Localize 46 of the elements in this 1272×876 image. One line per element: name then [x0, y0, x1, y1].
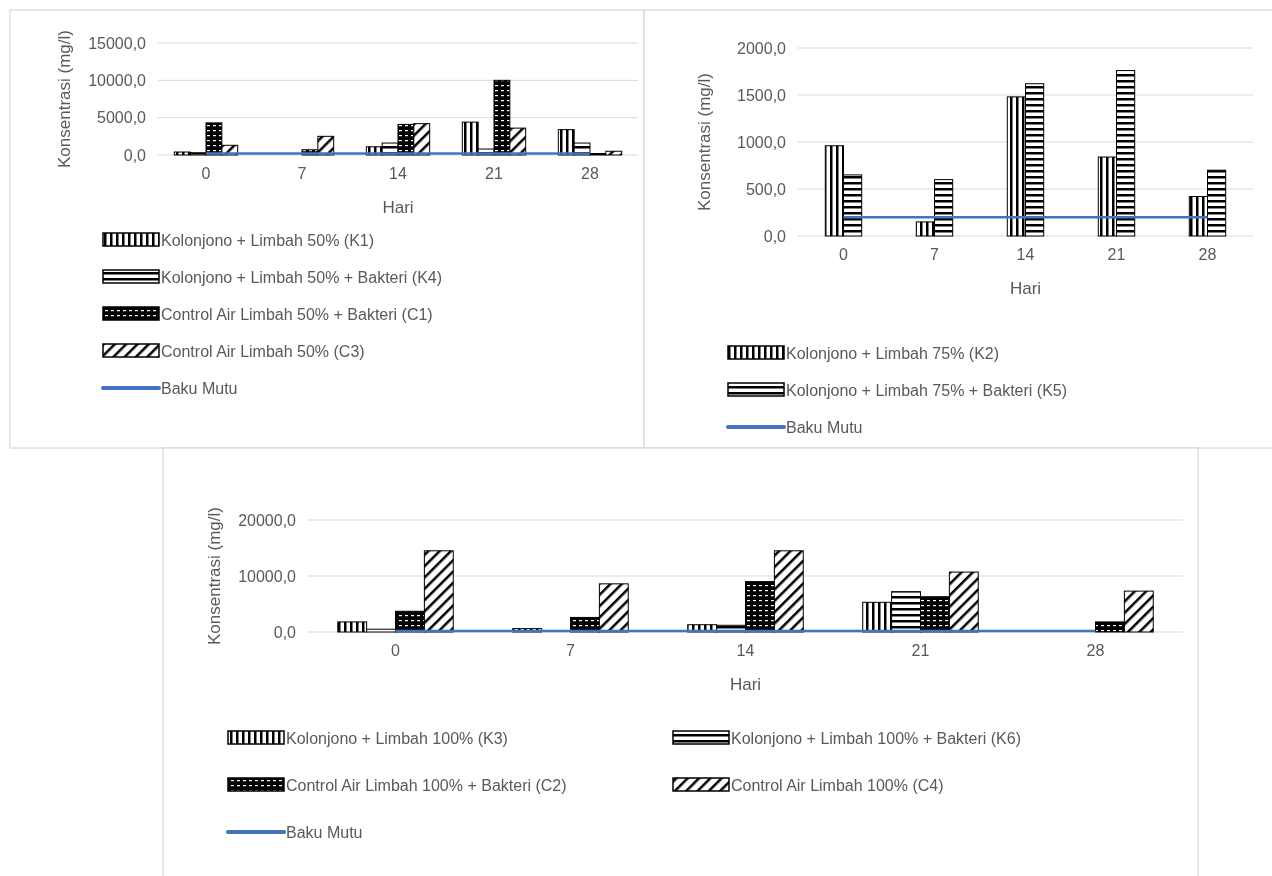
y-tick-label: 15000,0 [88, 34, 147, 52]
y-tick-label: 0,0 [763, 227, 787, 245]
y-axis-title: Konsentrasi (mg/l) [695, 73, 714, 211]
x-tick-label: 21 [911, 642, 930, 659]
legend-label: Control Air Limbah 100% + Bakteri (C2) [286, 776, 567, 794]
legend-label: Kolonjono + Limbah 50% (K1) [161, 231, 375, 249]
y-tick-label: 500,0 [745, 180, 787, 198]
legend-label: Kolonjono + Limbah 100% + Bakteri (K6) [731, 729, 1021, 747]
x-tick-label: 14 [1016, 246, 1035, 263]
legend-label: Kolonjono + Limbah 75% (K2) [786, 344, 1000, 362]
legend-label: Control Air Limbah 50% (C3) [161, 342, 365, 360]
legend-label: Baku Mutu [161, 379, 238, 397]
y-tick-label: 2000,0 [737, 39, 787, 57]
y-tick-label: 1000,0 [737, 133, 787, 151]
legend-label: Baku Mutu [786, 418, 863, 436]
x-tick-label: 7 [930, 246, 940, 263]
x-axis-title: Hari [1009, 279, 1042, 298]
x-axis-title: Hari [729, 675, 762, 694]
y-tick-label: 10000,0 [88, 71, 147, 89]
y-axis-title: Konsentrasi (mg/l) [55, 30, 74, 168]
y-tick-label: 5000,0 [97, 109, 147, 127]
x-tick-label: 28 [581, 165, 599, 182]
legend-label: Control Air Limbah 100% (C4) [731, 776, 944, 794]
x-tick-label: 28 [1086, 642, 1105, 659]
x-axis-title: Hari [382, 198, 414, 217]
x-tick-label: 7 [297, 165, 307, 182]
legend-label: Kolonjono + Limbah 100% (K3) [286, 729, 508, 747]
legend-label: Kolonjono + Limbah 50% + Bakteri (K4) [161, 268, 443, 286]
x-tick-label: 14 [389, 165, 407, 182]
x-tick-label: 21 [1107, 246, 1126, 263]
x-tick-label: 0 [391, 642, 401, 659]
x-tick-label: 0 [201, 165, 211, 182]
y-tick-label: 0,0 [123, 146, 147, 164]
x-tick-label: 28 [1198, 246, 1217, 263]
x-tick-label: 7 [566, 642, 576, 659]
y-tick-label: 0,0 [273, 623, 297, 641]
x-tick-label: 21 [485, 165, 503, 182]
y-tick-label: 1500,0 [737, 86, 787, 104]
legend-label: Kolonjono + Limbah 75% + Bakteri (K5) [786, 381, 1068, 399]
x-tick-label: 14 [736, 642, 755, 659]
y-tick-label: 10000,0 [238, 567, 297, 585]
x-tick-label: 0 [839, 246, 849, 263]
y-axis-title: Konsentrasi (mg/l) [205, 507, 224, 645]
legend-label: Control Air Limbah 50% + Bakteri (C1) [161, 305, 433, 323]
legend-label: Baku Mutu [286, 823, 363, 841]
y-tick-label: 20000,0 [238, 511, 297, 529]
